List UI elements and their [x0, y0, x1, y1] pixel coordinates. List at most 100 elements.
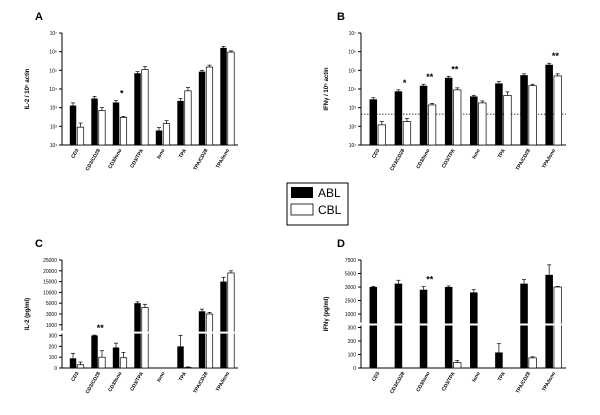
x-tick-label: CD3 [371, 148, 381, 160]
bar-cbl [553, 286, 562, 369]
bar-cbl [141, 307, 149, 369]
y-tick-label: 7500 [345, 258, 356, 264]
y-tick-label: 100 [49, 355, 58, 361]
y-tick-label: 10¹ [349, 143, 357, 149]
bar-cbl [205, 66, 214, 146]
bar-break [227, 331, 235, 334]
bar-abl [112, 347, 120, 368]
x-tick-label: TPA [497, 371, 507, 383]
y-tick-label: 10¹ [50, 143, 58, 149]
panel-label: B [337, 11, 345, 23]
x-tick-label: CD3 [70, 148, 80, 160]
y-tick-label: 300 [49, 334, 58, 340]
y-tick-label: 0 [54, 366, 57, 372]
y-tick-label: 0 [353, 366, 356, 372]
bar-break [141, 331, 149, 334]
x-tick-label: CD3/CD28 [85, 148, 102, 172]
bar-cbl [528, 85, 537, 146]
bar-cbl [553, 75, 562, 146]
x-tick-label: CD3/TPA [129, 371, 145, 393]
panel-d: D 0 100 200 300 1000 2500 3000 5000 7500 IFNγ (pg/… [324, 238, 566, 395]
significance-marker: ** [451, 64, 459, 74]
legend-swatch-cbl [290, 203, 314, 216]
y-tick-label: 10⁶ [49, 50, 57, 56]
bar-break [205, 331, 214, 334]
bar-abl [69, 105, 77, 145]
bar-abl [69, 358, 77, 368]
bar-abl [369, 287, 378, 368]
bar-break [133, 331, 142, 334]
axis-break [60, 330, 64, 334]
bar-abl [177, 100, 184, 145]
x-tick-label: TPA/CD28 [192, 371, 209, 395]
x-tick-label: TPA [497, 148, 507, 160]
y-tick-label: 10⁵ [49, 68, 57, 74]
panel-c: C 0 100 200 300 1000 3000 5000 10000 15000 20000 25… [25, 238, 238, 395]
legend-label-cbl: CBL [318, 203, 342, 217]
significance-marker: * [403, 78, 407, 88]
bar-abl [520, 283, 528, 368]
y-tick-label: 5000 [345, 272, 356, 278]
bar-cbl [227, 51, 235, 146]
bar-abl [419, 85, 428, 145]
y-tick-label: 10⁴ [348, 87, 356, 93]
y-tick-label: 3000 [345, 285, 356, 291]
bar-cbl [205, 313, 214, 369]
x-tick-label: TPA/CD28 [515, 371, 532, 395]
bar-abl [394, 91, 403, 145]
bar-abl [220, 281, 227, 368]
x-tick-label: CD3/Iono [415, 371, 431, 393]
y-tick-label: 5000 [46, 301, 57, 307]
bar-cbl [453, 89, 462, 146]
bar-cbl [76, 364, 85, 369]
y-tick-label: 10⁷ [50, 31, 58, 37]
bar-cbl [402, 121, 412, 146]
y-tick-label: 10³ [349, 106, 357, 112]
bar-cbl [98, 356, 106, 369]
panel-label: D [337, 238, 345, 250]
bar-abl [419, 289, 428, 368]
bar-abl [495, 352, 503, 368]
bar-cbl [162, 123, 171, 146]
x-tick-label: TPA [178, 371, 188, 383]
y-tick-label: 2500 [345, 299, 356, 305]
x-tick-label: Iono [471, 148, 481, 160]
y-tick-label: 200 [348, 339, 357, 345]
x-tick-label: TPA/Iono [215, 371, 231, 393]
bar-abl [177, 346, 184, 368]
axis-break [359, 322, 363, 326]
bar-cbl [478, 102, 487, 146]
y-tick-label: 10² [50, 124, 58, 130]
x-tick-label: CD3/CD28 [389, 371, 406, 395]
x-tick-label: CD3 [70, 371, 80, 383]
x-tick-label: TPA/CD28 [515, 148, 532, 172]
bar-abl [198, 311, 206, 368]
y-tick-label: 10² [349, 124, 357, 130]
x-tick-label: CD3/CD28 [85, 371, 102, 395]
significance-marker: ** [552, 51, 560, 61]
x-tick-label: TPA/Iono [541, 148, 557, 170]
panel-a: A 10¹ 10² 10³ 10⁴ 10⁵ 10⁶ 10⁷ IL-2 / 10⁵ actin CD… [25, 11, 238, 172]
x-tick-label: CD3/Iono [415, 148, 431, 170]
bar-break [444, 323, 453, 326]
y-tick-label: 15000 [43, 280, 57, 286]
legend: ABL CBL [286, 182, 349, 226]
x-tick-label: TPA/Iono [215, 148, 231, 170]
bar-abl [444, 287, 453, 368]
y-tick-label: 1000 [345, 312, 356, 318]
x-tick-label: CD3/TPA [129, 148, 145, 170]
y-tick-label: 10⁷ [349, 31, 357, 37]
y-tick-label: 200 [49, 344, 58, 350]
bar-abl [520, 75, 528, 145]
y-tick-label: 300 [348, 326, 357, 332]
bar-break [553, 323, 562, 326]
y-tick-label: 20000 [43, 269, 57, 275]
bar-cbl [184, 367, 192, 369]
x-tick-label: Iono [471, 371, 481, 383]
legend-label-abl: ABL [318, 186, 341, 200]
bar-cbl [76, 126, 85, 146]
significance-marker: ** [426, 72, 434, 82]
y-axis-label: IFNγ / 10⁵ actin [324, 67, 330, 111]
y-tick-label: 100 [348, 353, 357, 359]
